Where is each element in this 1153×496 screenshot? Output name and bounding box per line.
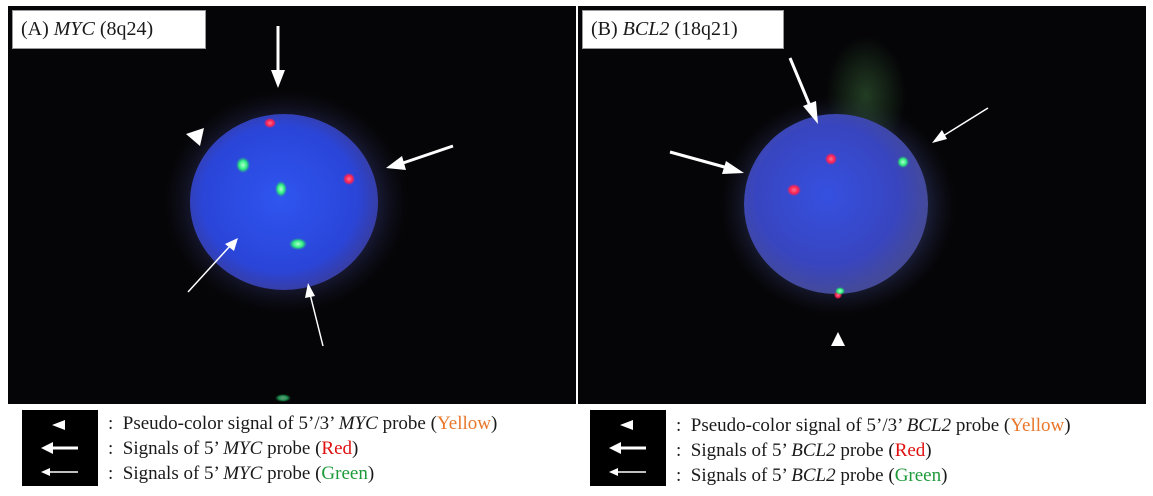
red-signal xyxy=(787,184,801,196)
panel-b-label: (B) BCL2 (18q21) xyxy=(582,10,784,49)
panel-a-fish-image xyxy=(164,26,454,402)
thin-arrow-icon xyxy=(41,468,78,476)
legend-row-yellow: : Pseudo-color signal of 5’/3’ MYC probe… xyxy=(108,412,497,436)
thin-arrow-icon xyxy=(932,107,989,143)
legend-text: ) xyxy=(1064,415,1071,436)
legend-text: Signals of 5’ xyxy=(690,465,792,486)
panel-prefix: (B) xyxy=(591,18,623,40)
thick-arrow-icon xyxy=(788,57,818,124)
legend-colon: : xyxy=(108,463,114,484)
locus: (8q24) xyxy=(94,18,154,40)
green-signal xyxy=(897,156,909,168)
green-signal xyxy=(275,181,287,197)
legend-text: probe ( xyxy=(835,465,895,486)
gene-name: BCL2 xyxy=(622,18,670,40)
arrowhead-icon xyxy=(620,420,633,430)
red-signal xyxy=(264,118,276,128)
panel-b-fish-image xyxy=(669,36,989,346)
legend-row-red: : Signals of 5’ MYC probe (Red) xyxy=(108,437,358,461)
red-signal xyxy=(343,173,355,185)
legend-color-word: Red xyxy=(894,440,926,461)
legend-color-word: Green xyxy=(321,463,368,484)
legend-colon: : xyxy=(676,415,682,436)
legend-text: probe ( xyxy=(262,463,322,484)
legend-text: probe ( xyxy=(262,438,322,459)
legend-gene: MYC xyxy=(338,413,378,434)
legend-color-word: Red xyxy=(321,438,353,459)
arrowhead-icon xyxy=(186,128,204,146)
legend-text: probe ( xyxy=(951,415,1011,436)
legend-text: probe ( xyxy=(835,440,895,461)
thin-arrow-icon xyxy=(187,238,238,293)
panel-b-micrograph: (B) BCL2 (18q21) xyxy=(578,6,1146,404)
legend-row-green: : Signals of 5’ MYC probe (Green) xyxy=(108,462,374,486)
legend-row-red: : Signals of 5’ BCL2 probe (Red) xyxy=(676,439,932,463)
legend-key-panel xyxy=(590,410,666,486)
gene-name: MYC xyxy=(53,18,95,40)
legend-text: Signals of 5’ xyxy=(122,463,224,484)
thick-arrow-icon xyxy=(609,442,646,454)
legend-color-word: Green xyxy=(894,465,942,486)
panel-a-label: (A) MYC (8q24) xyxy=(12,10,206,49)
legend-text: Signals of 5’ xyxy=(690,440,792,461)
legend-text: Pseudo-color signal of 5’/3’ xyxy=(690,415,907,436)
panel-a-micrograph: (A) MYC (8q24) xyxy=(8,6,576,404)
legend-text: ) xyxy=(367,463,375,484)
nucleus xyxy=(744,114,928,294)
thick-arrow-icon xyxy=(271,26,285,88)
legend-key-panel xyxy=(22,410,98,486)
legend-text: ) xyxy=(925,440,932,461)
legend-color-word: Yellow xyxy=(1010,415,1065,436)
arrowhead-icon xyxy=(52,420,65,430)
legend-gene: BCL2 xyxy=(791,440,836,461)
thick-arrow-icon xyxy=(669,150,744,174)
legend-colon: : xyxy=(108,438,114,459)
legend-text: ) xyxy=(490,413,498,434)
thin-arrow-icon xyxy=(305,283,324,347)
legend-text: ) xyxy=(352,438,359,459)
legend-row-yellow: : Pseudo-color signal of 5’/3’ BCL2 prob… xyxy=(676,414,1071,438)
legend-colon: : xyxy=(676,465,682,486)
legend-gene: MYC xyxy=(223,463,263,484)
legend-text: ) xyxy=(941,465,948,486)
arrowhead-icon xyxy=(831,332,845,346)
legend-color-word: Yellow xyxy=(436,413,491,434)
green-signal xyxy=(289,238,307,250)
locus: (18q21) xyxy=(669,18,738,40)
thick-arrow-icon xyxy=(386,144,454,170)
green-signal xyxy=(275,394,291,402)
green-signal xyxy=(236,157,250,173)
legend-row-green: : Signals of 5’ BCL2 probe (Green) xyxy=(676,464,947,488)
legend-text: Signals of 5’ xyxy=(122,438,224,459)
legend-gene: BCL2 xyxy=(906,415,952,436)
legend-gene: BCL2 xyxy=(791,465,836,486)
red-signal xyxy=(825,153,837,165)
legend-colon: : xyxy=(676,440,682,461)
thick-arrow-icon xyxy=(41,442,78,454)
thin-arrow-icon xyxy=(609,468,646,476)
legend-text: probe ( xyxy=(377,413,437,434)
legend-gene: MYC xyxy=(223,438,263,459)
legend-colon: : xyxy=(108,413,114,434)
green-signal xyxy=(835,287,845,295)
panel-prefix: (A) xyxy=(21,18,54,40)
legend-text: Pseudo-color signal of 5’/3’ xyxy=(122,413,339,434)
nucleus xyxy=(190,114,378,290)
